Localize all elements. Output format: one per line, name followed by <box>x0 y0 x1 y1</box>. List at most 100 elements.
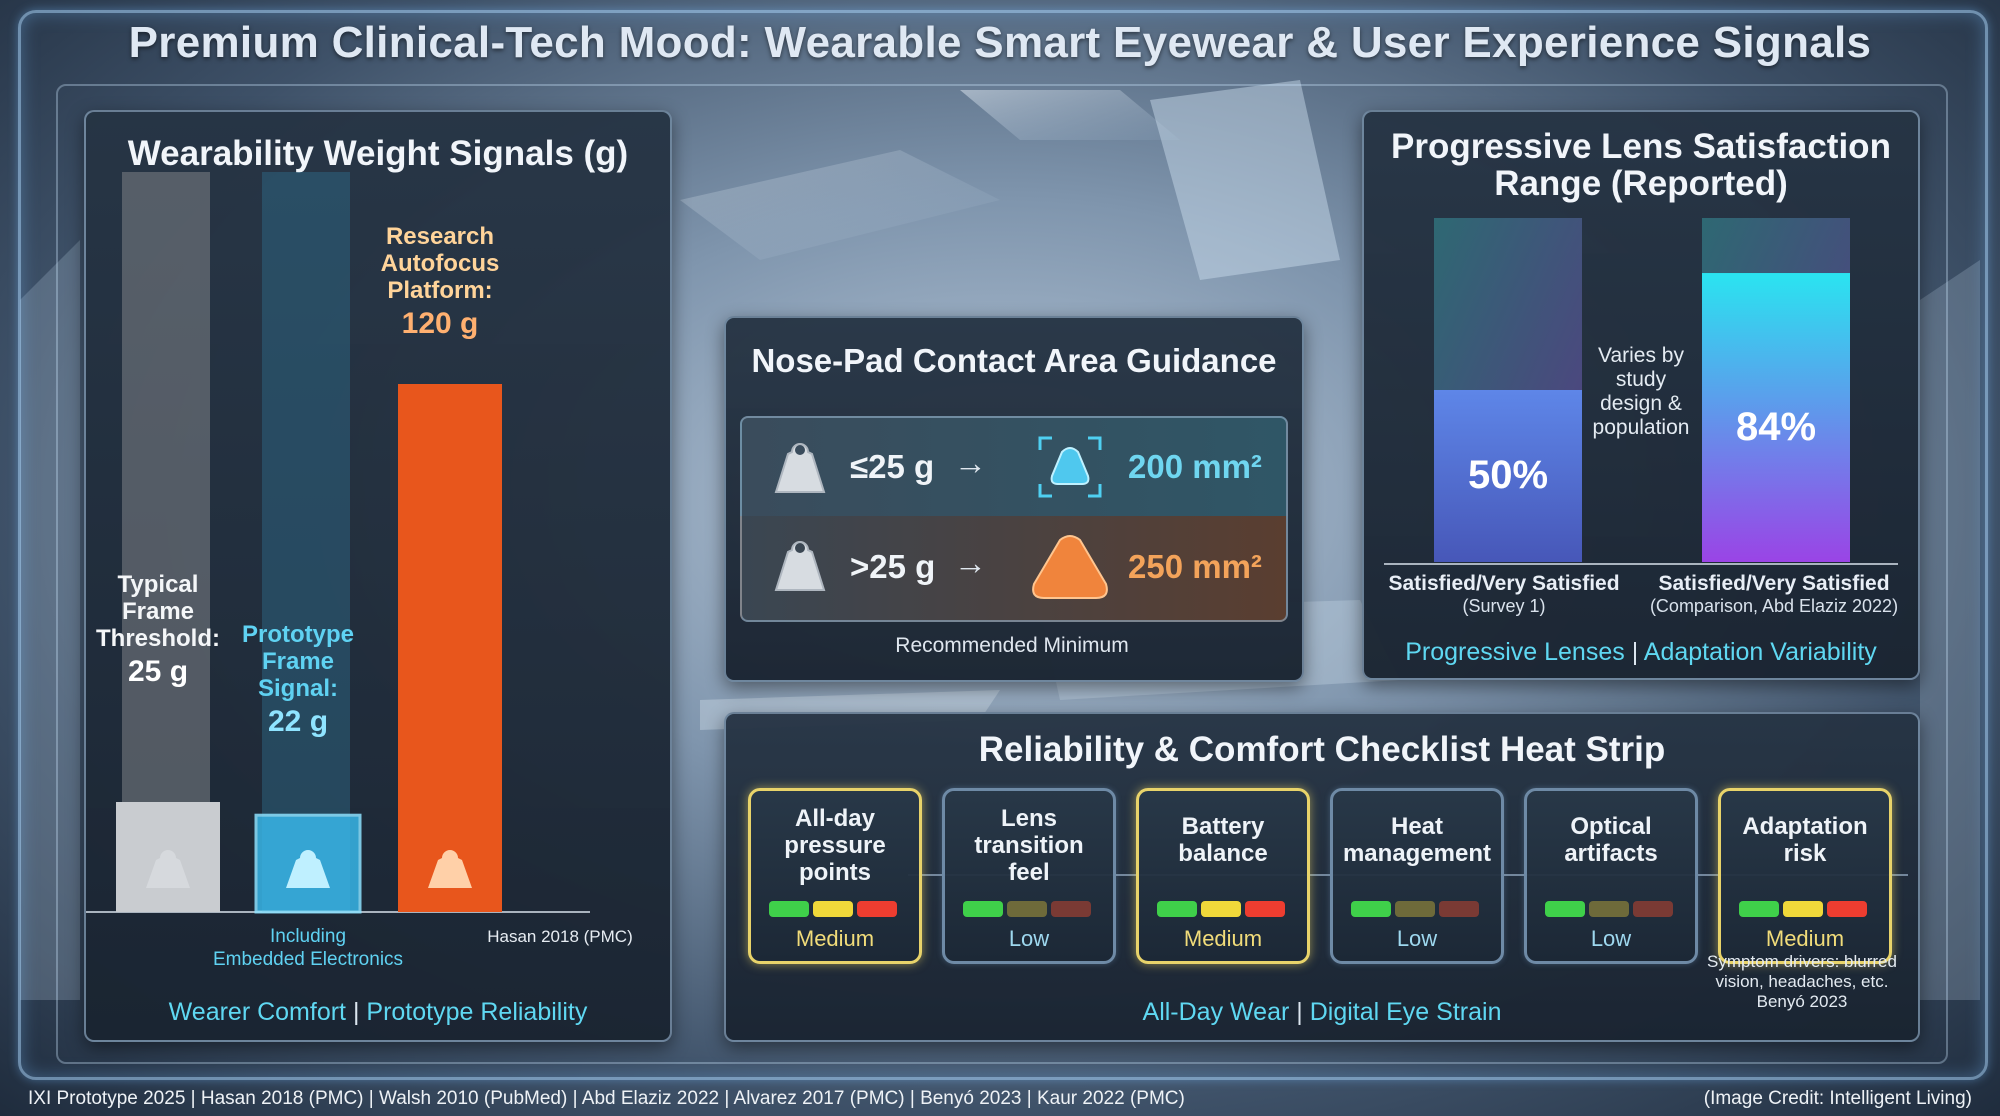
weight-icon <box>286 850 330 888</box>
bar-note: Including <box>270 926 346 947</box>
nose-pad-caption: Recommended Minimum <box>895 634 1129 657</box>
inner-frame <box>56 84 1948 1064</box>
middle-note-line: study <box>1615 368 1667 391</box>
heat-strip-level: Medium <box>795 926 875 951</box>
heat-strip-level: Medium <box>1183 926 1263 951</box>
bar-track <box>122 172 210 912</box>
heat-strip-label-line: Battery <box>1181 813 1265 840</box>
heat-strip-label: Battery balance <box>1139 813 1307 867</box>
satisfaction-title-line1: Progressive Lens Satisfaction <box>1391 127 1891 166</box>
weight-bar-3 <box>398 384 502 912</box>
heat-strip-segment <box>1783 901 1823 917</box>
heat-strip-label-line: Heat <box>1390 813 1444 840</box>
heat-strip-level: Low <box>1590 926 1632 951</box>
category-label: Threshold: <box>96 625 220 652</box>
heat-strip-level: Medium <box>1765 926 1845 951</box>
weight-panel-title: Wearability Weight Signals (g) <box>127 134 629 173</box>
satisfaction-sub: (Survey 1) <box>1462 596 1546 616</box>
category-label: Frame <box>262 648 334 675</box>
heat-footer-sep: | <box>1296 998 1303 1026</box>
weight-footer-sep: | <box>352 998 360 1026</box>
nose-pad-row-2: >25 g → 250 mm² <box>740 516 1288 622</box>
heat-strip-label-line: pressure <box>784 832 886 859</box>
weight-icon <box>428 850 472 888</box>
heat-strip-label: Lens transition feel <box>945 805 1113 886</box>
heat-strip-item: Optical artifacts Low <box>1524 788 1698 964</box>
heat-strip-label-line: feel <box>1008 859 1050 886</box>
value-label: 120 g <box>402 307 479 340</box>
heat-strip-label-line: risk <box>1783 840 1827 867</box>
weight-panel: Wearability Weight Signals (g) Typical Fr… <box>84 110 672 1042</box>
category-label: Signal: <box>258 675 338 702</box>
image-credit: (Image Credit: Intelligent Living) <box>1703 1088 1972 1109</box>
sources-line: IXI Prototype 2025 | Hasan 2018 (PMC) | … <box>28 1088 1185 1109</box>
heat-strip-label-line: points <box>799 859 871 886</box>
note-line: Symptom drivers: blurred <box>1707 952 1897 971</box>
weight-icon <box>774 443 826 493</box>
heat-strip-label: Optical artifacts <box>1527 813 1695 867</box>
weight-footer-right: Prototype Reliability <box>366 998 588 1026</box>
middle-note-line: Varies by <box>1598 344 1684 367</box>
category-label: Prototype <box>242 621 354 648</box>
satisfaction-middle-note: Varies by study design & population <box>1586 344 1696 440</box>
heat-strip-segment <box>1395 901 1435 917</box>
note-line: vision, headaches, etc. <box>1715 972 1889 991</box>
category-label: Frame <box>122 598 194 625</box>
sat-footer-left: Progressive Lenses <box>1405 638 1625 666</box>
heat-strip-item: Heat management Low <box>1330 788 1504 964</box>
heat-footer-left: All-Day Wear <box>1142 998 1290 1026</box>
weight-footer-left: Wearer Comfort <box>168 998 346 1026</box>
heat-strip-segment <box>1827 901 1867 917</box>
nose-pad-title: Nose-Pad Contact Area Guidance <box>751 342 1277 379</box>
nose-pad-area-1: 200 mm² <box>1128 448 1262 485</box>
heat-strip-label: All-day pressure points <box>751 805 919 886</box>
heat-strip-item: Lens transition feel Low <box>942 788 1116 964</box>
heat-strip-note: Symptom drivers: blurred vision, headach… <box>1692 952 1912 1012</box>
satisfaction-title: Progressive Lens Satisfaction Range (Rep… <box>1364 128 1918 202</box>
heat-strip-segment <box>857 901 897 917</box>
outer-frame <box>18 10 1988 1080</box>
heat-strip-title: Reliability & Comfort Checklist Heat Str… <box>978 730 1666 769</box>
heat-strip-segment <box>1245 901 1285 917</box>
heat-strip-segment <box>963 901 1003 917</box>
satisfaction-sub: (Comparison, Abd Elaziz 2022) <box>1649 596 1899 616</box>
satisfaction-panel: Progressive Lens Satisfaction Range (Rep… <box>1362 110 1920 680</box>
middle-note-line: population <box>1592 416 1690 439</box>
nose-pad-area-2: 250 mm² <box>1128 548 1262 585</box>
heat-strip-segment <box>1051 901 1091 917</box>
heat-strip-segment <box>1351 901 1391 917</box>
heat-footer-right: Digital Eye Strain <box>1309 998 1502 1026</box>
heat-strip-item: All-day pressure points Medium <box>748 788 922 964</box>
satisfaction-bar-2 <box>1702 273 1850 562</box>
heat-strip-segment <box>1633 901 1673 917</box>
heat-strip-segment <box>1545 901 1585 917</box>
arrow-icon: → <box>954 444 987 481</box>
heat-strip-segment <box>769 901 809 917</box>
bar-note: Hasan 2018 (PMC) <box>487 927 633 946</box>
heat-strip-label: Heat management <box>1333 813 1501 867</box>
heat-strip-label-line: artifacts <box>1564 840 1658 867</box>
nose-pad-small-icon <box>1038 436 1102 498</box>
bar-track <box>262 172 350 912</box>
page-title: Premium Clinical-Tech Mood: Wearable Sma… <box>128 18 1872 67</box>
satisfaction-value-label: 50% <box>1468 453 1548 497</box>
satisfaction-caption-2: Satisfied/Very Satisfied (Comparison, Ab… <box>1644 572 1904 617</box>
satisfaction-title-line2: Range (Reported) <box>1494 164 1788 203</box>
heat-strip-item: Battery balance Medium <box>1136 788 1310 964</box>
heat-strip-segment <box>813 901 853 917</box>
nose-pad-row-1: ≤25 g → 200 mm² <box>740 416 1288 518</box>
sat-footer-sep: | <box>1631 638 1639 666</box>
satisfaction-value-label: 84% <box>1736 405 1816 449</box>
heat-strip-segment <box>1007 901 1047 917</box>
satisfaction-bar-1 <box>1434 390 1582 562</box>
value-label: 25 g <box>128 655 188 688</box>
satisfaction-chart: 50% 84% <box>1384 218 1898 565</box>
bar-note: Embedded Electronics <box>213 949 403 970</box>
weight-icon <box>774 541 826 591</box>
category-label: Platform: <box>387 277 492 304</box>
value-label: 22 g <box>268 705 328 738</box>
heat-strip-label: Adaptation risk <box>1721 813 1889 867</box>
heat-strip-label-line: Adaptation <box>1742 813 1868 840</box>
arrow-icon: → <box>954 544 987 581</box>
